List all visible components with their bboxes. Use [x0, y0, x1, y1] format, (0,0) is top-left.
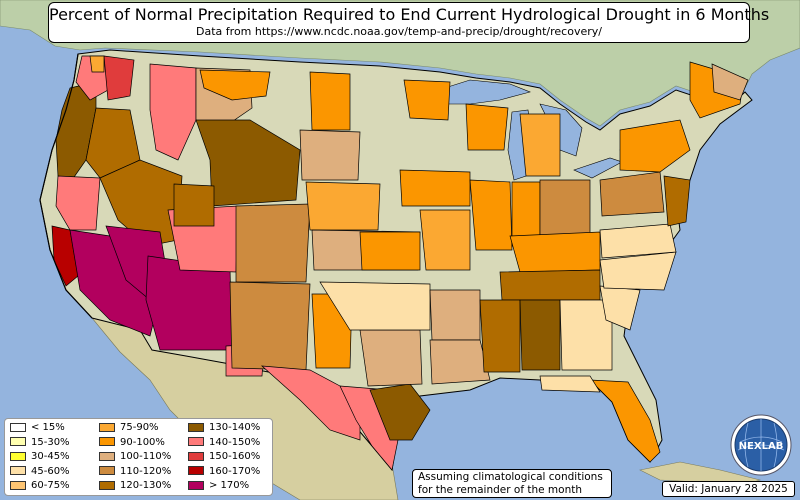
region-wyoming [195, 119, 301, 207]
legend-item: 60-75% [10, 480, 70, 492]
legend-item: 15-30% [10, 437, 70, 449]
region-fl [589, 379, 661, 463]
legend-item: > 170% [188, 480, 249, 492]
legend-label: 160-170% [209, 465, 261, 477]
region-ny [619, 119, 691, 173]
legend-item: 150-160% [188, 451, 260, 463]
legend-item: 130-140% [188, 422, 260, 434]
region-ks-east [359, 231, 421, 271]
region-nd [309, 71, 351, 131]
region-ar [429, 289, 481, 341]
legend-label: 15-30% [31, 436, 70, 448]
legend-swatch [99, 480, 115, 490]
legend-swatch [10, 480, 26, 490]
legend-item: 160-170% [188, 466, 260, 478]
region-me [711, 63, 749, 101]
legend-item: 140-150% [188, 437, 260, 449]
legend-swatch [188, 437, 204, 446]
legend-label: 120-130% [120, 480, 172, 491]
region-mn [403, 79, 451, 121]
legend-swatch [99, 422, 115, 432]
drought-regions [51, 55, 749, 471]
legend-swatch [188, 466, 204, 475]
logo-text: NEXLAB [739, 441, 784, 452]
region-sd [299, 129, 361, 181]
region-ca-north [55, 175, 101, 231]
valid-date: Valid: January 28 2025 [662, 481, 795, 497]
legend-swatch [10, 466, 26, 475]
legend-label: 150-160% [209, 451, 261, 462]
region-oregon [85, 107, 141, 179]
region-nc [599, 251, 677, 291]
map-title: Percent of Normal Precipitation Required… [49, 5, 770, 24]
legend-item: 110-120% [99, 466, 171, 478]
legend-label: 130-140% [209, 422, 261, 433]
region-mo [419, 209, 471, 271]
assumption-note: Assuming climatological conditions for t… [412, 469, 612, 498]
legend-swatch [10, 437, 26, 446]
lake-superior [431, 79, 531, 105]
region-ms [479, 299, 521, 373]
region-utah-ne [173, 183, 215, 227]
legend-label: > 170% [209, 480, 250, 491]
region-al [519, 299, 561, 371]
region-ky [509, 231, 601, 273]
legend-item: 120-130% [99, 480, 171, 492]
note-line-1: Assuming climatological conditions [418, 471, 603, 483]
region-nm [229, 281, 311, 371]
note-line-2: for the remainder of the month [418, 483, 583, 496]
region-la [429, 339, 491, 385]
map-subtitle: Data from https://www.ncdc.noaa.gov/temp… [196, 25, 602, 38]
legend-label: 30-45% [31, 451, 70, 462]
legend-swatch [99, 437, 115, 446]
legend-label: 140-150% [209, 436, 261, 448]
region-il [469, 179, 513, 251]
legend-swatch [99, 466, 115, 475]
legend-item: 90-100% [99, 437, 165, 449]
legend-label: < 15% [31, 422, 65, 433]
region-pa [599, 171, 665, 217]
legend-label: 110-120% [120, 465, 172, 477]
legend-label: 100-110% [120, 451, 172, 462]
nexlab-logo: NEXLAB [730, 414, 792, 476]
coastline [39, 53, 93, 319]
legend-swatch [188, 422, 204, 432]
legend-swatch [10, 451, 26, 461]
legend-item: 100-110% [99, 451, 171, 463]
legend-swatch [99, 451, 115, 461]
region-mi [519, 113, 561, 177]
region-ok [319, 281, 431, 331]
region-montana-e [199, 69, 271, 101]
legend-item: 30-45% [10, 451, 70, 463]
region-east-wa [89, 55, 105, 73]
legend-swatch [188, 451, 204, 461]
region-va [599, 223, 677, 259]
region-ne-washington [103, 55, 135, 101]
region-ga [559, 299, 613, 371]
region-wi [465, 103, 509, 151]
region-ia [399, 169, 471, 207]
region-nj-md [663, 175, 691, 227]
legend-label: 60-75% [31, 480, 70, 491]
region-texas-central [359, 329, 423, 387]
legend-label: 45-60% [31, 465, 70, 477]
legend-swatch [10, 422, 26, 432]
region-ne [305, 181, 381, 231]
legend-label: 90-100% [120, 436, 165, 448]
region-oh [539, 179, 591, 237]
region-fl-panhandle [539, 375, 601, 393]
title-box: Percent of Normal Precipitation Required… [48, 2, 770, 43]
legend-item: 75-90% [99, 422, 159, 434]
legend-item: < 15% [10, 422, 65, 434]
region-tn [499, 269, 601, 301]
legend-swatch [188, 480, 204, 490]
legend-item: 45-60% [10, 466, 70, 478]
legend-label: 75-90% [120, 422, 159, 433]
region-colorado [235, 203, 311, 283]
legend: < 15% 15-30% 30-45% 45-60% 60-75% 75-90% 90-10… [4, 418, 273, 496]
